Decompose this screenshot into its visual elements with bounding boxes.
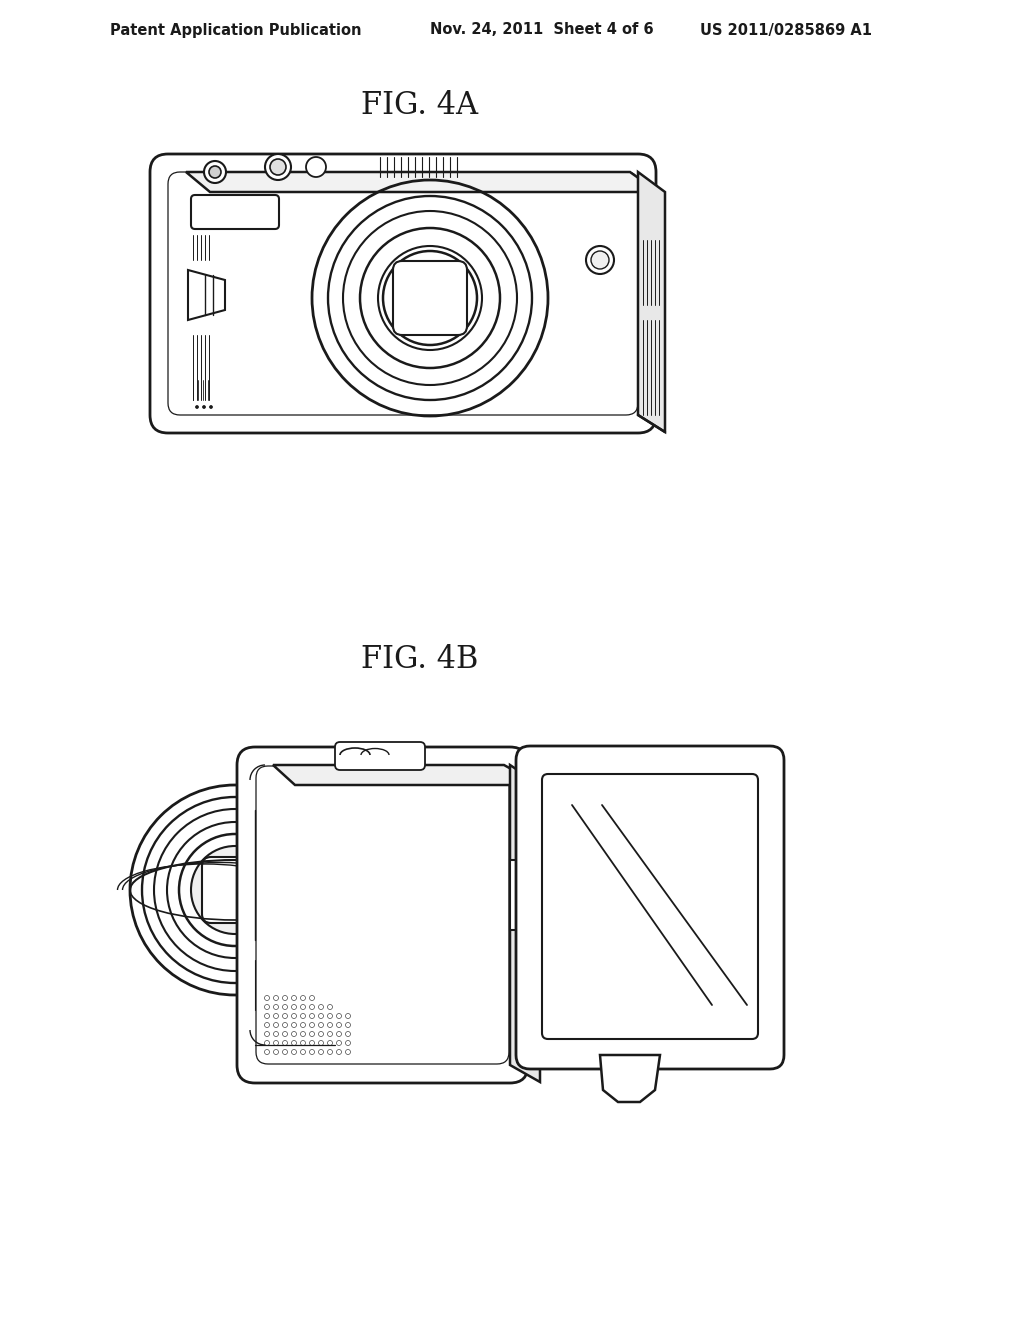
FancyBboxPatch shape: [516, 746, 784, 1069]
Circle shape: [591, 251, 609, 269]
FancyBboxPatch shape: [542, 774, 758, 1039]
Circle shape: [167, 822, 303, 958]
Polygon shape: [188, 271, 225, 319]
Circle shape: [203, 405, 206, 408]
Text: Patent Application Publication: Patent Application Publication: [110, 22, 361, 37]
Text: US 2011/0285869 A1: US 2011/0285869 A1: [700, 22, 872, 37]
Text: FIG. 4B: FIG. 4B: [361, 644, 478, 676]
FancyBboxPatch shape: [393, 261, 467, 335]
Circle shape: [142, 797, 328, 983]
Polygon shape: [638, 172, 665, 432]
Circle shape: [378, 246, 482, 350]
Polygon shape: [510, 766, 540, 1082]
Circle shape: [130, 785, 340, 995]
FancyBboxPatch shape: [202, 857, 268, 923]
Circle shape: [191, 846, 279, 935]
Circle shape: [204, 161, 226, 183]
Polygon shape: [600, 1055, 660, 1102]
FancyBboxPatch shape: [237, 747, 528, 1082]
FancyBboxPatch shape: [191, 195, 279, 228]
Circle shape: [210, 405, 213, 408]
FancyBboxPatch shape: [335, 742, 425, 770]
Polygon shape: [273, 766, 540, 785]
Polygon shape: [510, 861, 530, 931]
Circle shape: [179, 834, 291, 946]
Circle shape: [265, 154, 291, 180]
FancyBboxPatch shape: [150, 154, 656, 433]
Circle shape: [306, 157, 326, 177]
Circle shape: [154, 809, 316, 972]
Text: FIG. 4A: FIG. 4A: [361, 90, 478, 120]
Circle shape: [383, 251, 477, 345]
Circle shape: [270, 158, 286, 176]
Polygon shape: [186, 172, 658, 191]
Text: Nov. 24, 2011  Sheet 4 of 6: Nov. 24, 2011 Sheet 4 of 6: [430, 22, 653, 37]
Circle shape: [209, 166, 221, 178]
Circle shape: [196, 405, 199, 408]
Circle shape: [586, 246, 614, 275]
